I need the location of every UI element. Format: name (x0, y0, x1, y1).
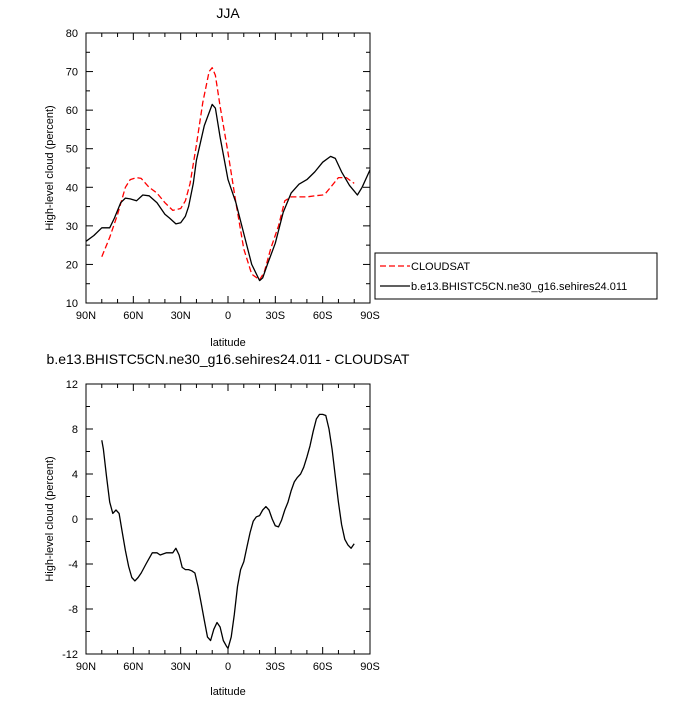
chart-top-x-tick-label: 0 (225, 310, 231, 322)
chart-bottom-y-ticks: -12 -8 -4 0 4 8 12 (62, 379, 370, 661)
chart-bottom: b.e13.BHISTC5CN.ne30_g16.sehires24.011 -… (44, 351, 410, 698)
chart-bottom-x-tick-label: 90S (360, 661, 380, 673)
chart-top-x-tick-label: 60N (123, 310, 143, 322)
chart-bottom-x-tick-label: 30S (266, 661, 286, 673)
chart-bottom-y-tick-label: -8 (68, 604, 78, 616)
chart-top-y-tick-label: 80 (66, 28, 78, 40)
chart-top-y-tick-label: 50 (66, 144, 78, 156)
chart-bottom-series-line-0 (101, 413, 355, 650)
chart-bottom-y-tick-label: 12 (66, 379, 78, 391)
chart-top-y-tick-label: 60 (66, 105, 78, 117)
chart-bottom-y-tick-label: -12 (62, 649, 78, 661)
chart-top-x-ticks: 90N 60N 30N 0 30S 60S 90S (76, 33, 380, 322)
legend-label-cloudsat: CLOUDSAT (411, 261, 470, 273)
chart-top-y-tick-label: 20 (66, 259, 78, 271)
chart-top-x-tick-label: 90S (360, 310, 380, 322)
chart-bottom-y-tick-label: -4 (68, 559, 78, 571)
chart-bottom-x-tick-label: 0 (225, 661, 231, 673)
chart-bottom-x-tick-label: 60N (123, 661, 143, 673)
chart-bottom-x-axis-label: latitude (210, 686, 245, 698)
chart-top-series-line-1 (85, 103, 371, 282)
chart-top: JJA 90N 60N 30N 0 30S 60S 90S 10 20 30 40 50 60 70 80… (44, 5, 658, 349)
chart-bottom-y-tick-label: 8 (72, 424, 78, 436)
chart-top-x-axis-label: latitude (210, 337, 245, 349)
chart-bottom-series (101, 413, 355, 650)
chart-top-x-tick-label: 30N (171, 310, 191, 322)
chart-top-title: JJA (216, 5, 240, 21)
chart-top-y-ticks: 10 20 30 40 50 60 70 80 (66, 28, 370, 310)
chart-bottom-y-tick-label: 0 (72, 514, 78, 526)
chart-top-x-tick-label: 90N (76, 310, 96, 322)
chart-top-y-tick-label: 10 (66, 298, 78, 310)
chart-top-x-tick-label: 60S (313, 310, 333, 322)
chart-top-legend: CLOUDSAT b.e13.BHISTC5CN.ne30_g16.sehire… (374, 252, 658, 300)
chart-bottom-x-tick-label: 30N (171, 661, 191, 673)
chart-top-y-axis-label: High-level cloud (percent) (44, 105, 56, 230)
chart-bottom-title: b.e13.BHISTC5CN.ne30_g16.sehires24.011 -… (47, 351, 410, 367)
chart-bottom-y-tick-label: 4 (72, 469, 78, 481)
chart-bottom-x-ticks: 90N 60N 30N 0 30S 60S 90S (76, 384, 380, 673)
chart-top-y-tick-label: 40 (66, 182, 78, 194)
legend-box (374, 252, 658, 300)
chart-bottom-x-tick-label: 90N (76, 661, 96, 673)
chart-top-y-tick-label: 30 (66, 221, 78, 233)
chart-top-plot-area (85, 32, 371, 304)
chart-top-series (85, 67, 371, 282)
chart-bottom-x-tick-label: 60S (313, 661, 333, 673)
chart-top-x-tick-label: 30S (266, 310, 286, 322)
chart-top-series-line-0 (101, 67, 355, 281)
chart-top-y-tick-label: 70 (66, 67, 78, 79)
legend-label-model: b.e13.BHISTC5CN.ne30_g16.sehires24.011 (411, 281, 627, 293)
chart-bottom-y-axis-label: High-level cloud (percent) (44, 456, 56, 581)
